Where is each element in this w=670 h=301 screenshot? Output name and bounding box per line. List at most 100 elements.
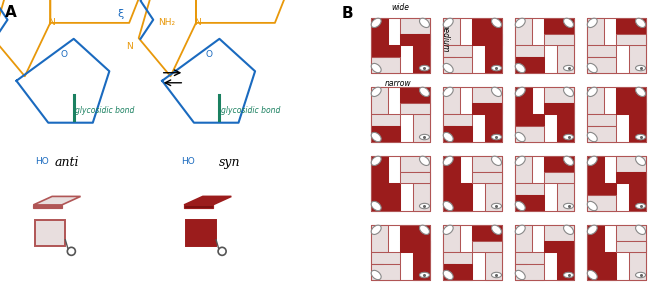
Ellipse shape [419, 203, 429, 209]
Bar [443, 156, 502, 211]
Text: A: A [5, 5, 17, 20]
Polygon shape [34, 205, 62, 208]
Ellipse shape [419, 134, 429, 140]
Ellipse shape [492, 18, 501, 27]
Bar [587, 114, 616, 126]
Bar [472, 34, 502, 45]
Bar [561, 34, 574, 45]
Ellipse shape [492, 156, 501, 166]
Ellipse shape [371, 270, 381, 280]
Polygon shape [34, 197, 80, 205]
Bar [616, 172, 646, 183]
Ellipse shape [563, 87, 574, 97]
Bar [515, 18, 532, 45]
Ellipse shape [371, 87, 381, 97]
Bar [490, 172, 502, 183]
Bar [561, 103, 574, 114]
Ellipse shape [563, 225, 574, 234]
Bar [443, 18, 460, 45]
Ellipse shape [371, 201, 381, 211]
Bar [371, 156, 430, 211]
Ellipse shape [588, 156, 597, 166]
Bar [443, 18, 502, 73]
Ellipse shape [588, 18, 597, 27]
Bar [587, 126, 616, 142]
Ellipse shape [563, 272, 574, 278]
Ellipse shape [588, 201, 597, 211]
Text: N: N [194, 18, 201, 27]
Bar [544, 87, 574, 103]
Ellipse shape [419, 272, 429, 278]
Bar [472, 172, 502, 183]
Bar [371, 264, 401, 280]
Bar [371, 18, 430, 73]
Text: medium: medium [441, 21, 450, 53]
Text: ξ: ξ [117, 9, 123, 19]
Bar [515, 253, 544, 264]
Bar [417, 241, 430, 253]
Ellipse shape [636, 65, 646, 71]
Ellipse shape [492, 134, 502, 140]
Ellipse shape [444, 64, 453, 73]
Ellipse shape [218, 247, 226, 255]
Bar [587, 45, 616, 57]
Bar [616, 156, 646, 172]
Bar [371, 225, 430, 280]
Ellipse shape [515, 87, 525, 97]
Bar [417, 103, 430, 114]
Bar [443, 156, 502, 211]
Ellipse shape [492, 272, 502, 278]
Bar [557, 45, 574, 73]
Bar [401, 156, 430, 172]
Text: B: B [342, 6, 353, 21]
Bar [515, 225, 532, 253]
Ellipse shape [636, 134, 646, 140]
Bar [587, 225, 604, 253]
Ellipse shape [588, 132, 597, 142]
Bar [371, 225, 388, 253]
Bar [628, 253, 646, 280]
Ellipse shape [67, 247, 75, 255]
Bar [443, 195, 472, 211]
Ellipse shape [492, 87, 501, 97]
Bar [515, 183, 544, 195]
Ellipse shape [563, 203, 574, 209]
Bar [371, 87, 430, 142]
Ellipse shape [515, 18, 525, 27]
Bar [628, 114, 646, 142]
Bar [515, 225, 574, 280]
Bar [515, 126, 544, 142]
Ellipse shape [419, 225, 429, 234]
Ellipse shape [444, 132, 453, 142]
Ellipse shape [636, 225, 645, 234]
Bar [401, 103, 430, 114]
Ellipse shape [444, 270, 453, 280]
Bar [371, 156, 430, 211]
Text: wide: wide [391, 3, 409, 12]
Bar [587, 253, 616, 264]
Ellipse shape [444, 156, 453, 166]
Bar [371, 126, 401, 142]
Ellipse shape [588, 270, 597, 280]
Ellipse shape [636, 272, 646, 278]
Ellipse shape [371, 64, 381, 73]
Bar [371, 45, 401, 57]
Bar [628, 183, 646, 211]
Bar [413, 45, 430, 73]
Bar [634, 103, 646, 114]
Bar [587, 87, 646, 142]
Bar [628, 45, 646, 73]
Text: O: O [206, 50, 213, 59]
Bar [544, 18, 574, 34]
Ellipse shape [563, 134, 574, 140]
Bar [443, 253, 472, 264]
Bar [371, 183, 401, 195]
Bar [186, 220, 216, 246]
Ellipse shape [636, 156, 645, 166]
Polygon shape [184, 205, 212, 208]
Bar [371, 156, 388, 183]
Bar [443, 183, 472, 195]
Bar [443, 114, 472, 126]
Bar [413, 114, 430, 142]
Bar [557, 253, 574, 280]
